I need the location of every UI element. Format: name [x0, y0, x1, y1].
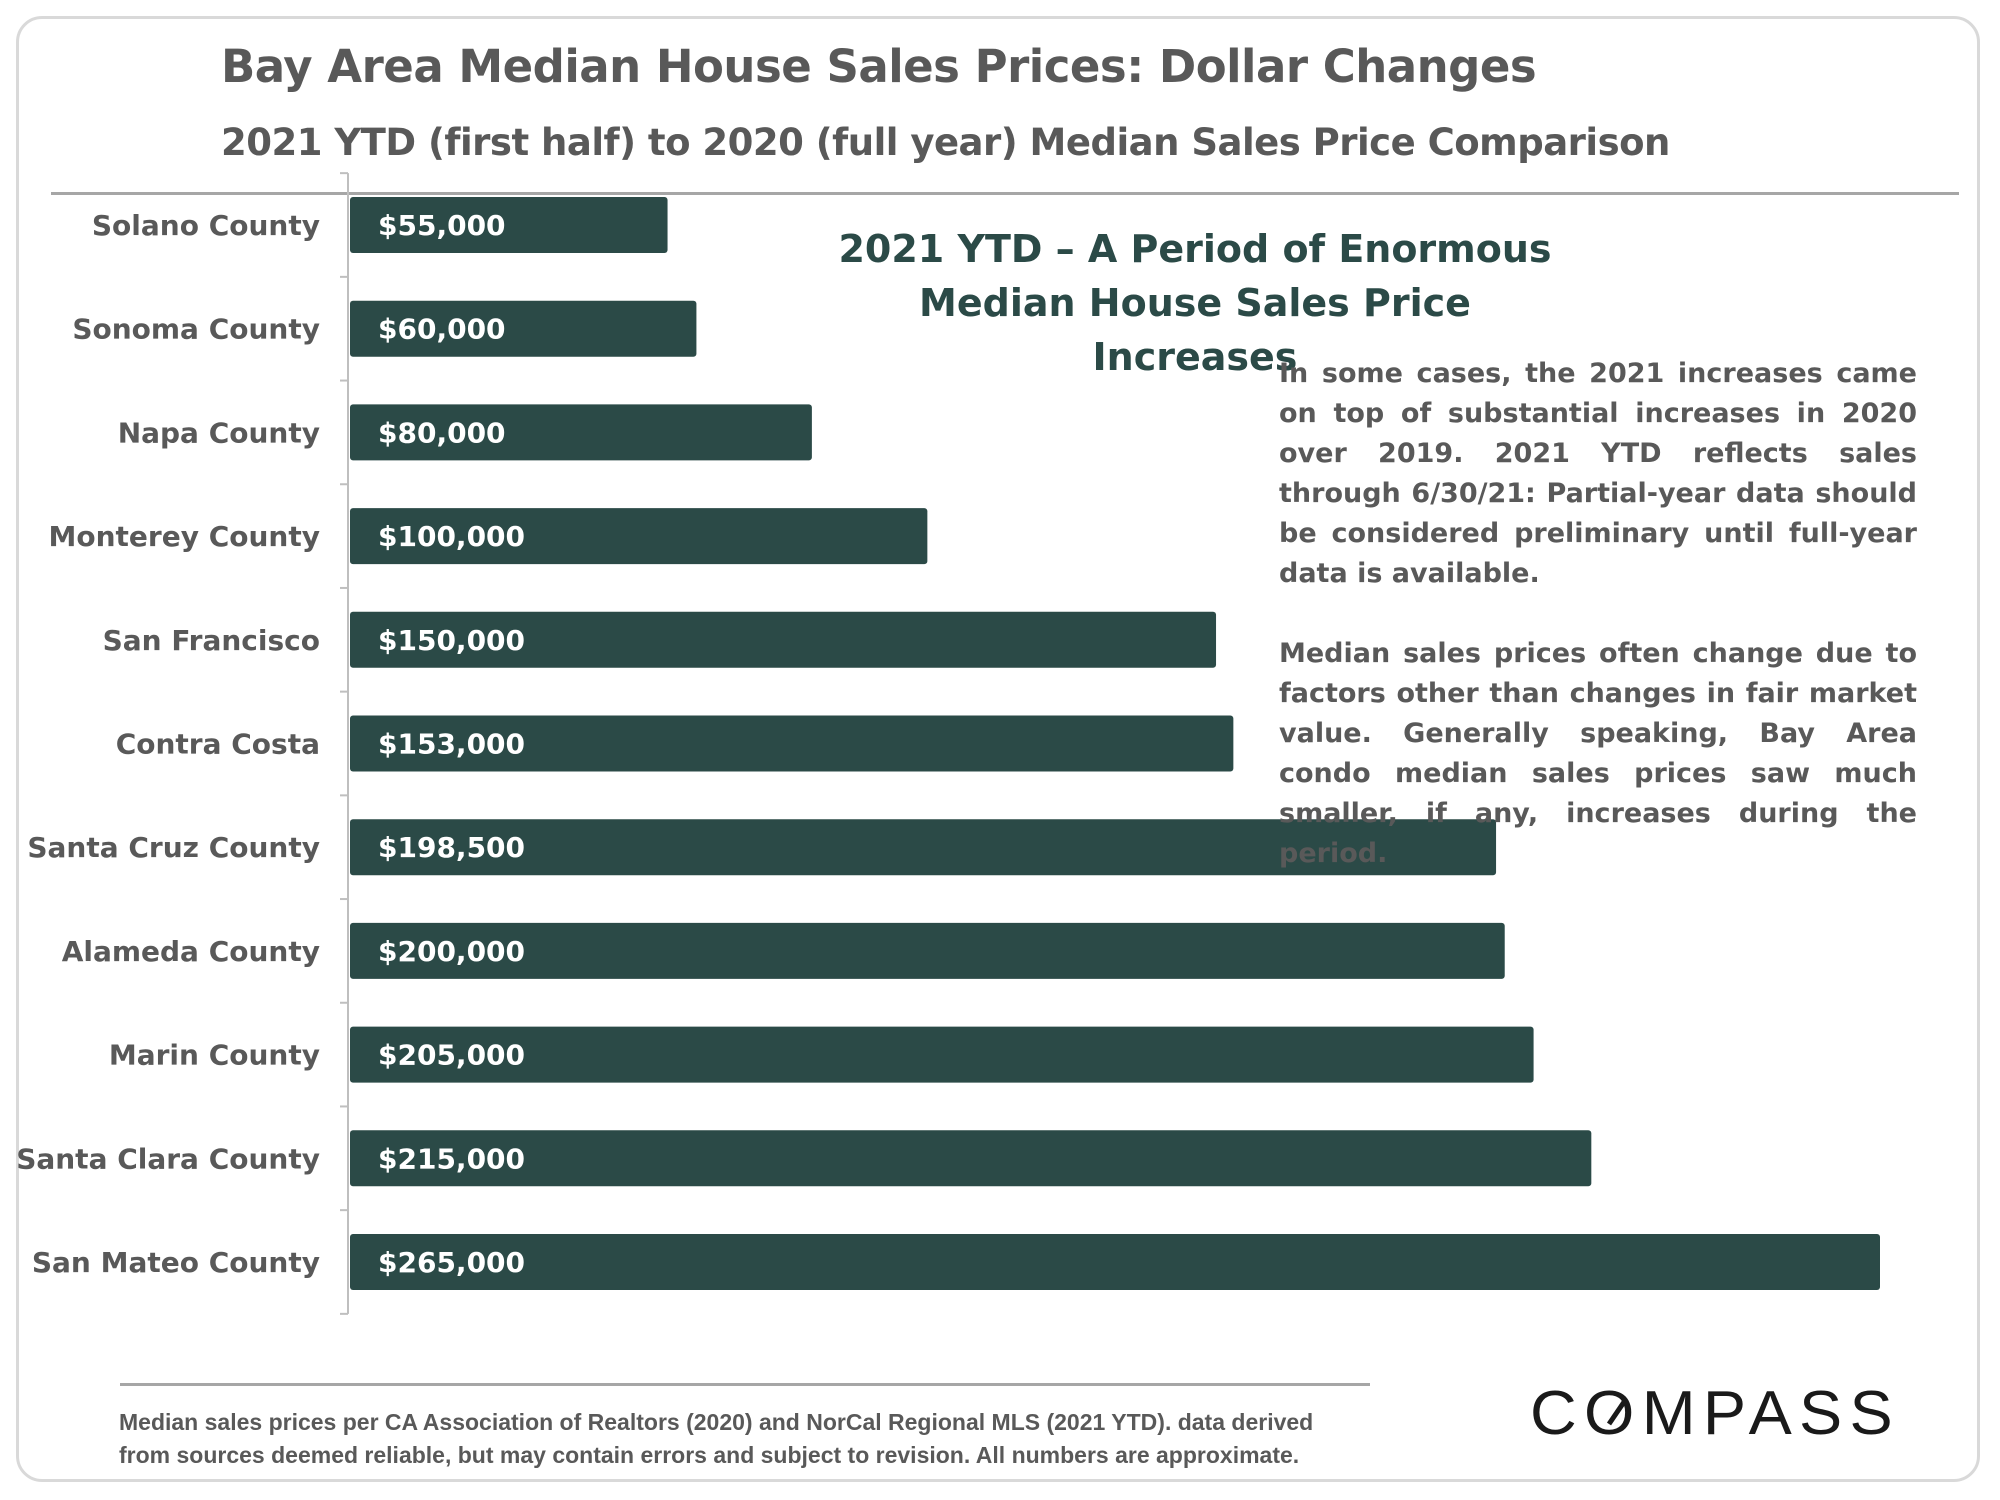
bar-value-label: $80,000 [378, 416, 506, 449]
bar-value-label: $153,000 [378, 728, 525, 761]
bar-value-label: $265,000 [378, 1246, 525, 1279]
bar-value-label: $55,000 [378, 209, 506, 242]
chart-title: Bay Area Median House Sales Prices: Doll… [221, 40, 1537, 93]
bar [350, 1130, 1592, 1187]
bar [350, 1026, 1534, 1083]
bar-value-label: $205,000 [378, 1039, 525, 1072]
bar [350, 508, 928, 565]
headline-line-2: Median House Sales Price Increases [919, 281, 1471, 379]
footnote-divider [120, 1383, 1370, 1386]
bar [350, 715, 1234, 772]
category-label: Solano County [92, 209, 320, 242]
category-label: Alameda County [62, 935, 320, 968]
category-label: Santa Cruz County [27, 831, 320, 864]
bar [350, 819, 1497, 876]
category-label: Monterey County [49, 520, 321, 553]
bar-value-label: $215,000 [378, 1142, 525, 1175]
bar-value-label: $198,500 [378, 831, 525, 864]
bar-value-label: $150,000 [378, 624, 525, 657]
bar-value-label: $100,000 [378, 520, 525, 553]
category-label: San Francisco [103, 624, 320, 657]
note-paragraph-2: Median sales prices often change due to … [1279, 638, 1917, 869]
bar-value-label: $200,000 [378, 935, 525, 968]
category-label: Contra Costa [116, 728, 320, 761]
category-label: Sonoma County [72, 313, 320, 346]
source-footnote: Median sales prices per CA Association o… [119, 1406, 1419, 1472]
category-label: Santa Clara County [16, 1142, 320, 1175]
compass-logo-text: COMPASS [1530, 1379, 1900, 1448]
footnote-line-1: Median sales prices per CA Association o… [119, 1409, 1314, 1435]
bar [350, 1234, 1880, 1290]
bar-value-label: $60,000 [378, 313, 506, 346]
bar [350, 611, 1217, 668]
category-label: San Mateo County [32, 1246, 320, 1279]
chart-subtitle: 2021 YTD (first half) to 2020 (full year… [221, 121, 1670, 164]
headline-line-1: 2021 YTD – A Period of Enormous [838, 227, 1552, 271]
compass-logo: COMPASS [1530, 1379, 1900, 1448]
logo-compass-needle [1606, 1400, 1627, 1426]
category-label: Marin County [109, 1039, 320, 1072]
bar [350, 922, 1505, 979]
category-label: Napa County [118, 416, 320, 449]
bar [350, 300, 697, 357]
title-divider [51, 192, 1959, 195]
footnote-line-2: from sources deemed reliable, but may co… [119, 1442, 1300, 1468]
bar [350, 197, 668, 253]
chart-headline: 2021 YTD – A Period of Enormous Median H… [830, 222, 1560, 384]
bar [350, 404, 812, 461]
note-paragraph-1: In some cases, the 2021 increases came o… [1279, 358, 1917, 589]
